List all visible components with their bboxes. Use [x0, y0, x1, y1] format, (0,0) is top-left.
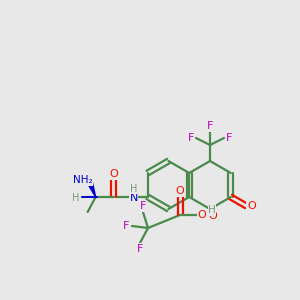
Polygon shape [87, 179, 96, 197]
Text: O: O [198, 210, 206, 220]
Text: F: F [207, 121, 213, 131]
Text: O: O [247, 201, 256, 211]
Text: H: H [72, 193, 79, 203]
Text: F: F [188, 133, 194, 143]
Text: H: H [208, 205, 216, 215]
Text: H: H [130, 184, 137, 194]
Text: F: F [123, 221, 129, 231]
Text: F: F [140, 201, 146, 211]
Text: O: O [208, 211, 217, 221]
Text: F: F [137, 244, 143, 254]
Text: F: F [226, 133, 232, 143]
Text: N: N [130, 193, 138, 203]
Text: O: O [109, 169, 118, 179]
Text: NH₂: NH₂ [73, 175, 92, 185]
Text: O: O [176, 186, 184, 196]
